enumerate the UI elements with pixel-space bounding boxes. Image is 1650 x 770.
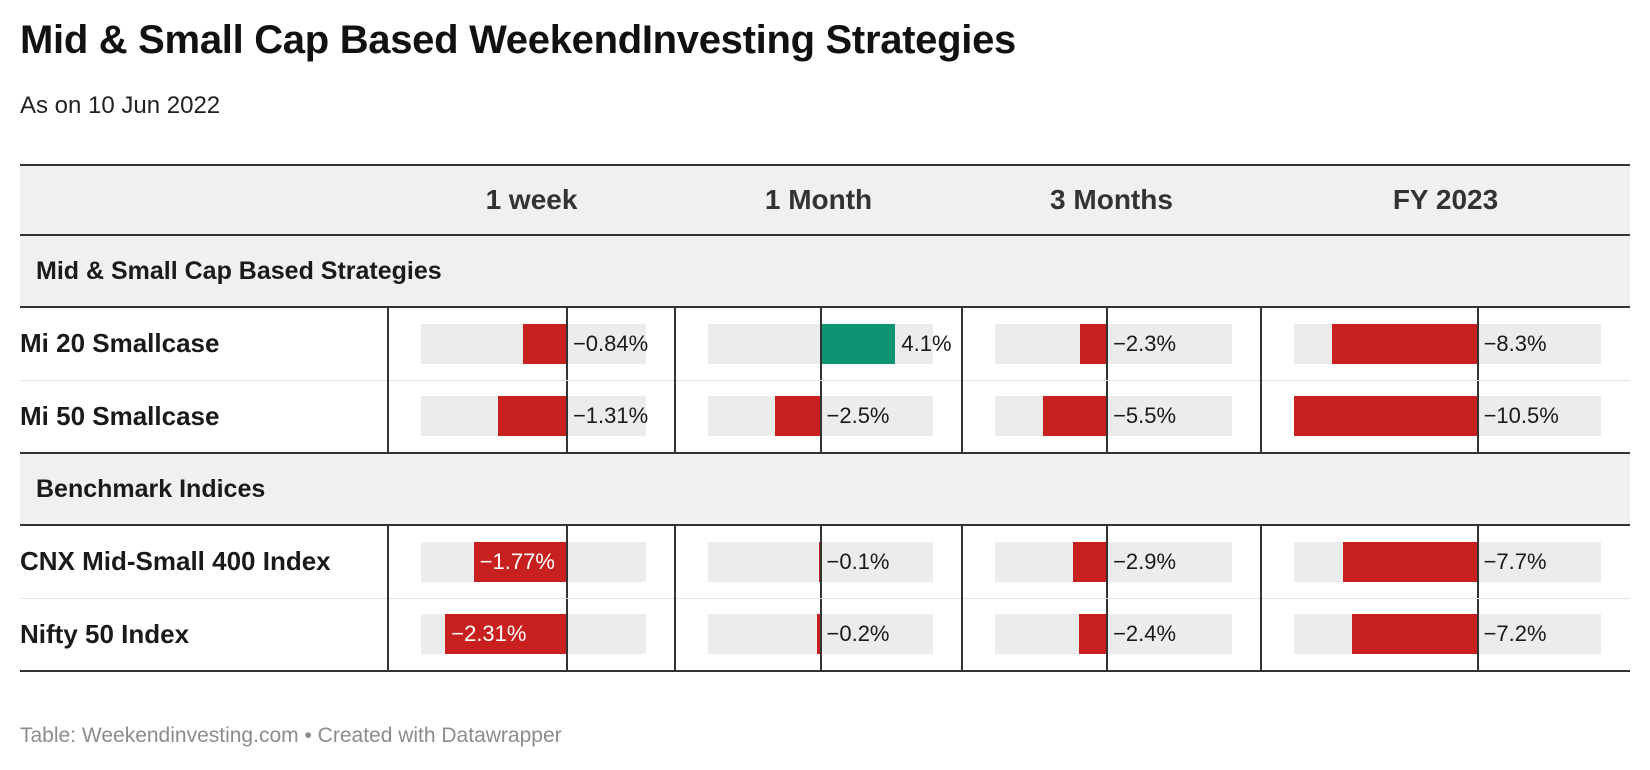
bar-track bbox=[995, 396, 1232, 437]
row-label: CNX Mid-Small 400 Index bbox=[20, 546, 331, 577]
bar-track bbox=[995, 541, 1232, 582]
negative-bar bbox=[1079, 614, 1108, 655]
table-row: Mi 50 Smallcase −1.31% −2.5% −5.5% −10.5… bbox=[20, 380, 1630, 453]
value-label: −1.31% bbox=[572, 403, 649, 429]
row-label: Nifty 50 Index bbox=[20, 618, 190, 649]
header-cell-label bbox=[20, 165, 388, 235]
bar-cell: −2.5% bbox=[674, 380, 962, 453]
bar-cell: −8.3% bbox=[1260, 307, 1630, 380]
table-row: Nifty 50 Index −2.31% −0.2% −2.4% −7.2% bbox=[20, 598, 1630, 671]
negative-bar bbox=[1073, 541, 1108, 582]
zero-axis-line bbox=[1476, 598, 1479, 670]
footer-source-link[interactable]: Weekendinvesting.com bbox=[81, 724, 299, 747]
performance-table: 1 week 1 Month 3 Months FY 2023 Mid & Sm… bbox=[20, 164, 1630, 672]
footer: Table: Weekendinvesting.com • Created wi… bbox=[20, 724, 562, 748]
zero-axis-line bbox=[565, 308, 568, 380]
zero-axis-line bbox=[819, 308, 822, 380]
positive-bar bbox=[820, 323, 896, 364]
bar-track bbox=[995, 614, 1232, 655]
group-label: Benchmark Indices bbox=[36, 474, 266, 503]
value-label: 4.1% bbox=[901, 330, 952, 356]
zero-axis-line bbox=[1106, 308, 1109, 380]
bar-cell: −10.5% bbox=[1260, 380, 1630, 453]
negative-bar bbox=[445, 614, 567, 655]
negative-bar bbox=[473, 541, 567, 582]
header-cell-1-week: 1 week bbox=[485, 184, 578, 215]
table-row: Mi 20 Smallcase −0.84% 4.1% −2.3% −8.3% bbox=[20, 307, 1630, 380]
bar-cell: −2.3% bbox=[961, 307, 1261, 380]
zero-axis-line bbox=[819, 598, 822, 670]
bar-cell: −2.9% bbox=[961, 525, 1261, 598]
zero-axis-line bbox=[1476, 526, 1479, 598]
row-label: Mi 20 Smallcase bbox=[20, 328, 220, 359]
negative-bar bbox=[1080, 323, 1108, 364]
footer-credit-link[interactable]: Created with Datawrapper bbox=[317, 724, 562, 747]
bar-cell: −2.31% bbox=[387, 598, 675, 671]
page-subtitle: As on 10 Jun 2022 bbox=[20, 92, 221, 119]
page-title: Mid & Small Cap Based WeekendInvesting S… bbox=[20, 18, 1016, 62]
value-label: −2.5% bbox=[826, 403, 890, 429]
negative-bar bbox=[522, 323, 567, 364]
zero-axis-line bbox=[1106, 526, 1109, 598]
zero-axis-line bbox=[565, 598, 568, 670]
value-label: −2.31% bbox=[451, 621, 527, 647]
bar-cell: −0.84% bbox=[387, 307, 675, 380]
bar-cell: −0.2% bbox=[674, 598, 962, 671]
table-row: CNX Mid-Small 400 Index −1.77% −0.1% −2.… bbox=[20, 525, 1630, 598]
bar-track bbox=[995, 323, 1232, 364]
value-label: −0.1% bbox=[826, 548, 890, 574]
zero-axis-line bbox=[565, 526, 568, 598]
value-label: −5.5% bbox=[1113, 403, 1177, 429]
bar-cell: −7.7% bbox=[1260, 525, 1630, 598]
header-cell-1-month: 1 Month bbox=[764, 184, 873, 215]
zero-axis-line bbox=[1106, 380, 1109, 452]
negative-bar bbox=[497, 396, 567, 437]
row-label: Mi 50 Smallcase bbox=[20, 400, 220, 431]
bar-cell: −1.31% bbox=[387, 380, 675, 453]
negative-bar bbox=[1342, 541, 1478, 582]
negative-bar bbox=[1351, 614, 1478, 655]
value-label: −8.3% bbox=[1483, 330, 1547, 356]
value-label: −2.9% bbox=[1113, 548, 1177, 574]
group-row-benchmarks: Benchmark Indices bbox=[20, 453, 1630, 525]
header-cell-3-months: 3 Months bbox=[1050, 184, 1173, 215]
footer-source-label: Table: bbox=[20, 724, 77, 747]
value-label: −2.3% bbox=[1113, 330, 1177, 356]
zero-axis-line bbox=[819, 380, 822, 452]
negative-bar bbox=[1042, 396, 1108, 437]
bar-cell: −2.4% bbox=[961, 598, 1261, 671]
zero-axis-line bbox=[819, 526, 822, 598]
zero-axis-line bbox=[1476, 308, 1479, 380]
value-label: −7.2% bbox=[1483, 621, 1547, 647]
negative-bar bbox=[816, 614, 821, 655]
bar-cell: −1.77% bbox=[387, 525, 675, 598]
value-label: −7.7% bbox=[1483, 548, 1547, 574]
bar-cell: −7.2% bbox=[1260, 598, 1630, 671]
group-label: Mid & Small Cap Based Strategies bbox=[36, 256, 442, 285]
value-label: −1.77% bbox=[479, 548, 555, 574]
value-label: −0.2% bbox=[826, 621, 890, 647]
value-label: −0.84% bbox=[572, 330, 649, 356]
zero-axis-line bbox=[565, 380, 568, 452]
value-label: −10.5% bbox=[1483, 403, 1559, 429]
zero-axis-line bbox=[1106, 598, 1109, 670]
negative-bar bbox=[1294, 396, 1478, 437]
bar-cell: −0.1% bbox=[674, 525, 962, 598]
table-header-row: 1 week 1 Month 3 Months FY 2023 bbox=[20, 165, 1630, 235]
group-row-strategies: Mid & Small Cap Based Strategies bbox=[20, 235, 1630, 307]
negative-bar bbox=[1332, 323, 1478, 364]
footer-separator: • bbox=[304, 724, 312, 747]
negative-bar bbox=[774, 396, 821, 437]
zero-axis-line bbox=[1476, 380, 1479, 452]
bar-cell: −5.5% bbox=[961, 380, 1261, 453]
bar-cell: 4.1% bbox=[674, 307, 962, 380]
value-label: −2.4% bbox=[1113, 621, 1177, 647]
header-cell-fy-2023: FY 2023 bbox=[1392, 184, 1499, 215]
